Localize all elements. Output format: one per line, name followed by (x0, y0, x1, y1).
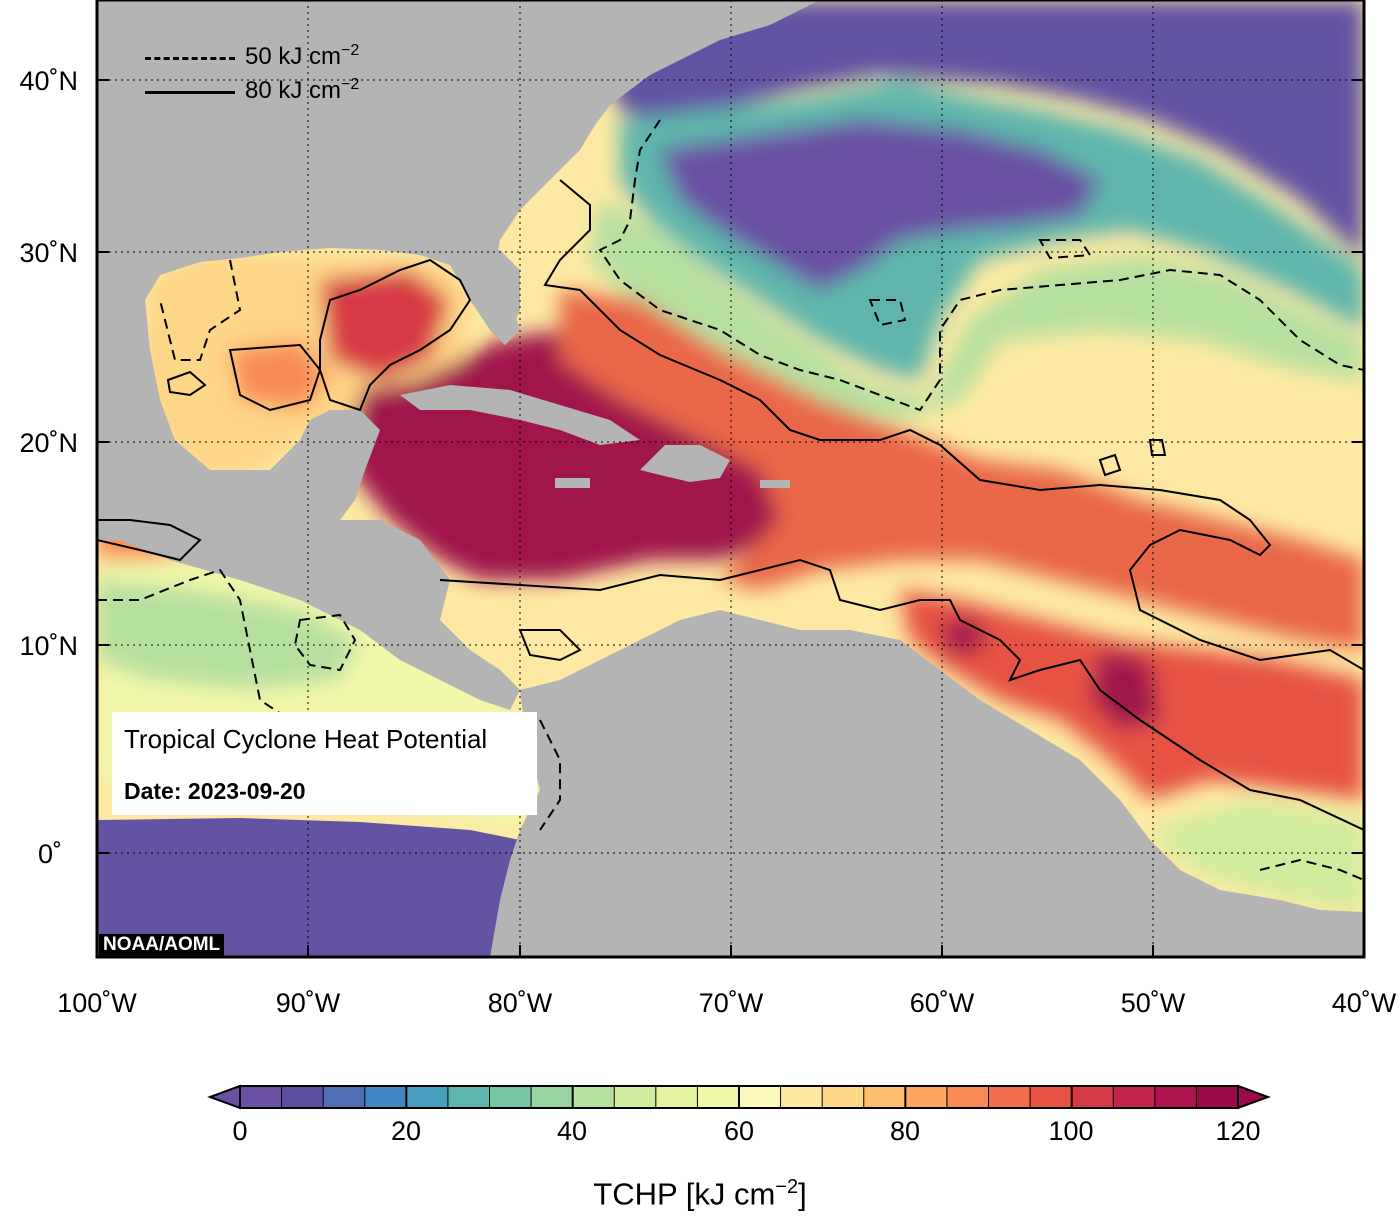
lon-label-60: 60˚W (910, 988, 975, 1018)
colorbar-cell (863, 1086, 906, 1108)
lon-label-80: 80˚W (488, 988, 553, 1018)
legend-50-exponent: −2 (341, 42, 360, 59)
colorbar-cell (697, 1086, 740, 1108)
colorbar-cell (780, 1086, 823, 1108)
colorbar-cell (406, 1086, 449, 1108)
colorbar-title-text: TCHP [kJ cm (593, 1176, 776, 1212)
credit-label: NOAA/AOML (99, 934, 225, 956)
lon-label-90: 90˚W (276, 988, 341, 1018)
heat-field (97, 0, 1364, 910)
title-box: Tropical Cyclone Heat Potential Date: 20… (112, 712, 537, 815)
map-title: Tropical Cyclone Heat Potential (124, 724, 488, 754)
lon-label-40: 40˚W (1332, 988, 1397, 1018)
colorbar-cell (905, 1086, 948, 1108)
legend-label-50: 50 kJ cm−2 (245, 42, 359, 71)
colorbar-cell (1071, 1086, 1114, 1108)
colorbar-cell (1030, 1086, 1073, 1108)
colorbar-cell (572, 1086, 615, 1108)
lat-label-10: 10˚N (19, 631, 78, 661)
colorbar-tick-40: 40 (557, 1116, 587, 1146)
colorbar-cell (323, 1086, 366, 1108)
gridlines (97, 0, 1364, 957)
colorbar-cell (822, 1086, 865, 1108)
colorbar-tick-120: 120 (1215, 1116, 1260, 1146)
colorbar-cell (739, 1086, 782, 1108)
legend-50-text: 50 kJ cm (245, 43, 342, 70)
map-date: Date: 2023-09-20 (124, 778, 306, 804)
colorbar-title-suffix: ] (798, 1176, 807, 1212)
axis-ticks (97, 79, 1364, 957)
map-panel (97, 0, 1364, 957)
colorbar-cell (281, 1086, 324, 1108)
colorbar-cell (364, 1086, 407, 1108)
colorbar-cell (1113, 1086, 1156, 1108)
colorbar-cell (489, 1086, 532, 1108)
colorbar-cell (531, 1086, 574, 1108)
lat-label-20: 20˚N (19, 428, 78, 458)
lon-label-50: 50˚W (1121, 988, 1186, 1018)
colorbar: 0 20 40 60 80 100 120 (207, 1084, 1271, 1146)
colorbar-cell (1154, 1086, 1197, 1108)
colorbar-cell (614, 1086, 657, 1108)
longitude-labels: 100˚W 90˚W 80˚W 70˚W 60˚W 50˚W 40˚W (57, 988, 1397, 1018)
colorbar-tick-80: 80 (890, 1116, 920, 1146)
solid-line-swatch (145, 91, 235, 94)
lat-label-0: 0˚ (38, 839, 62, 869)
colorbar-tick-20: 20 (391, 1116, 421, 1146)
colorbar-arrow-high (1237, 1084, 1271, 1110)
colorbar-tick-100: 100 (1048, 1116, 1093, 1146)
colorbar-cell (655, 1086, 698, 1108)
legend-label-80: 80 kJ cm−2 (245, 76, 359, 105)
latitude-labels: 40˚N 30˚N 20˚N 10˚N 0˚ (19, 66, 78, 869)
colorbar-cell (240, 1086, 283, 1108)
colorbar-tick-60: 60 (724, 1116, 754, 1146)
lat-label-40: 40˚N (19, 66, 78, 96)
colorbar-cell (946, 1086, 989, 1108)
lon-label-70: 70˚W (699, 988, 764, 1018)
pacific-cold-water (97, 818, 520, 957)
colorbar-cell (1196, 1086, 1239, 1108)
colorbar-arrow-low (207, 1084, 241, 1110)
colorbar-cell (447, 1086, 490, 1108)
colorbar-title-exponent: −2 (775, 1176, 799, 1198)
legend-80-exponent: −2 (341, 76, 360, 93)
colorbar-title: TCHP [kJ cm−2] (0, 1176, 1400, 1212)
dashed-line-swatch (145, 57, 235, 60)
lat-label-30: 30˚N (19, 238, 78, 268)
legend-80-text: 80 kJ cm (245, 77, 342, 104)
lon-label-100: 100˚W (57, 988, 137, 1018)
contours-80 (97, 179, 1364, 831)
colorbar-tick-0: 0 (232, 1116, 247, 1146)
colorbar-cell (988, 1086, 1031, 1108)
